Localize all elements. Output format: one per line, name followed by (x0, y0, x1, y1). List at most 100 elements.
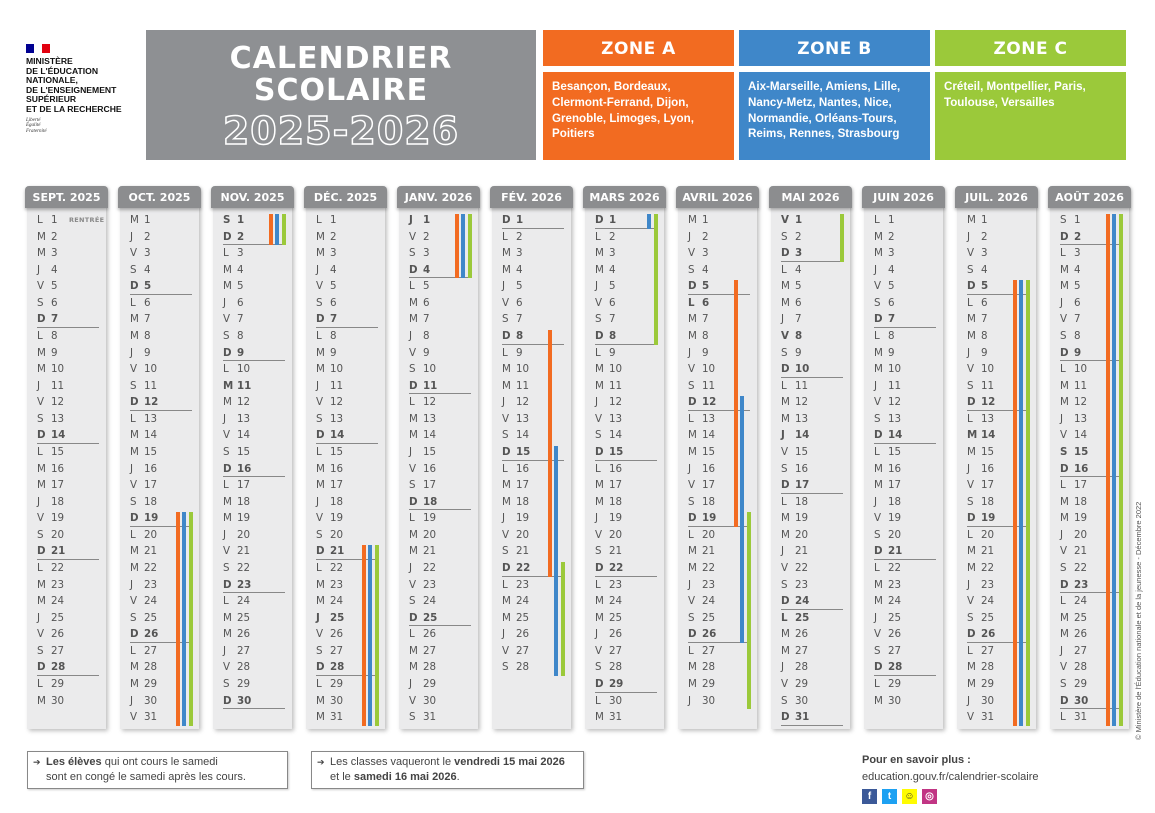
weekday-letter: M (502, 611, 511, 624)
day-number: 22 (144, 561, 158, 574)
day-number: 19 (981, 512, 996, 525)
day-row: J 16 (967, 461, 1029, 478)
snapchat-icon[interactable]: ☺ (902, 789, 917, 804)
day-number: 10 (795, 363, 810, 376)
weekday-letter: M (223, 396, 232, 409)
day-number: 1 (888, 214, 895, 226)
weekday-letter: S (874, 528, 881, 541)
facebook-icon[interactable]: f (862, 789, 877, 804)
weekday-letter: M (688, 661, 697, 674)
day-number: 14 (609, 429, 623, 442)
day-row: V 12 (37, 394, 99, 411)
weekday-letter: V (502, 528, 510, 541)
weekday-letter: D (37, 545, 46, 558)
day-number: 22 (51, 561, 65, 574)
weekday-letter: M (781, 412, 790, 425)
weekday-letter: V (37, 280, 45, 293)
weekday-letter: M (223, 628, 232, 641)
day-number: 12 (888, 396, 902, 409)
weekday-letter: S (1060, 445, 1068, 458)
day-number: 20 (609, 528, 623, 541)
month-column: FÉV. 2026 D 1 L 2 M 3 M 4 J 5 V 6 S 7 D 8 L 9 M 10 M 11 J 12 V 13 S… (490, 186, 573, 729)
weekday-letter: M (781, 628, 790, 641)
day-row: L 23 (595, 577, 657, 594)
day-number: 2 (51, 230, 58, 243)
weekday-letter: M (967, 429, 978, 442)
day-number: 11 (795, 379, 809, 392)
weekday-letter: M (595, 495, 604, 508)
day-row: M 21 (409, 543, 471, 560)
weekday-letter: S (130, 379, 137, 392)
day-number: 13 (609, 412, 623, 425)
weekday-letter: J (874, 611, 878, 624)
twitter-icon[interactable]: t (882, 789, 897, 804)
weekday-letter: V (781, 445, 789, 458)
weekday-letter: L (316, 214, 322, 226)
day-row: L 16 (502, 461, 564, 478)
weekday-letter: J (781, 545, 785, 558)
day-row: M 11 (502, 378, 564, 395)
more-link[interactable]: education.gouv.fr/calendrier-scolaire (862, 771, 1039, 783)
zone-a: ZONE A Besançon, Bordeaux, Clermont-Ferr… (543, 30, 734, 160)
weekday-letter: L (595, 694, 601, 707)
weekday-letter: S (874, 296, 881, 309)
vacation-bar-zone-a (176, 512, 180, 726)
day-row: M 30 (37, 693, 99, 710)
weekday-letter: D (223, 694, 232, 707)
weekday-letter: M (130, 313, 139, 326)
day-row: J 11 (37, 378, 99, 395)
day-number: 18 (795, 495, 809, 508)
day-row: L 27 (130, 643, 192, 660)
weekday-letter: V (595, 528, 603, 541)
day-number: 27 (702, 644, 716, 657)
weekday-letter: L (130, 412, 136, 425)
weekday-letter: D (409, 263, 418, 276)
weekday-letter: L (967, 296, 973, 309)
weekday-letter: S (223, 445, 230, 458)
day-row: D 28 (874, 659, 936, 676)
day-row: J 30 (967, 693, 1029, 710)
day-row: D 12 (688, 394, 750, 411)
weekday-letter: S (688, 263, 695, 276)
vacation-bar-zone-c (189, 512, 193, 726)
day-number: 22 (981, 561, 995, 574)
weekday-letter: M (37, 595, 46, 608)
weekday-letter: M (688, 313, 697, 326)
weekday-letter: L (223, 363, 229, 376)
weekday-letter: M (688, 545, 697, 558)
month-header: MAI 2026 (769, 186, 852, 208)
day-number: 15 (237, 445, 251, 458)
day-holiday: J 14 (781, 427, 843, 444)
day-number: 29 (144, 677, 158, 690)
day-number: 23 (888, 578, 902, 591)
weekday-letter: L (1060, 247, 1066, 260)
day-number: 17 (702, 479, 716, 492)
day-row: J 28 (781, 659, 843, 676)
weekday-letter: S (316, 296, 323, 309)
day-row: M 21 (967, 543, 1029, 560)
day-number: 24 (237, 595, 251, 608)
day-number: 3 (981, 247, 988, 260)
day-number: 22 (237, 561, 251, 574)
weekday-letter: V (223, 313, 231, 326)
day-row: J 11 (874, 378, 936, 395)
day-number: 18 (516, 495, 530, 508)
day-row: S 20 (316, 527, 378, 544)
zone-b-academies: Aix-Marseille, Amiens, Lille, Nancy-Metz… (739, 72, 930, 160)
day-number: 7 (888, 313, 896, 326)
day-number: 26 (702, 628, 717, 641)
day-number: 9 (330, 346, 337, 359)
instagram-icon[interactable]: ◎ (922, 789, 937, 804)
day-number: 9 (51, 346, 58, 359)
day-number: 27 (888, 644, 902, 657)
day-number: 22 (795, 561, 809, 574)
